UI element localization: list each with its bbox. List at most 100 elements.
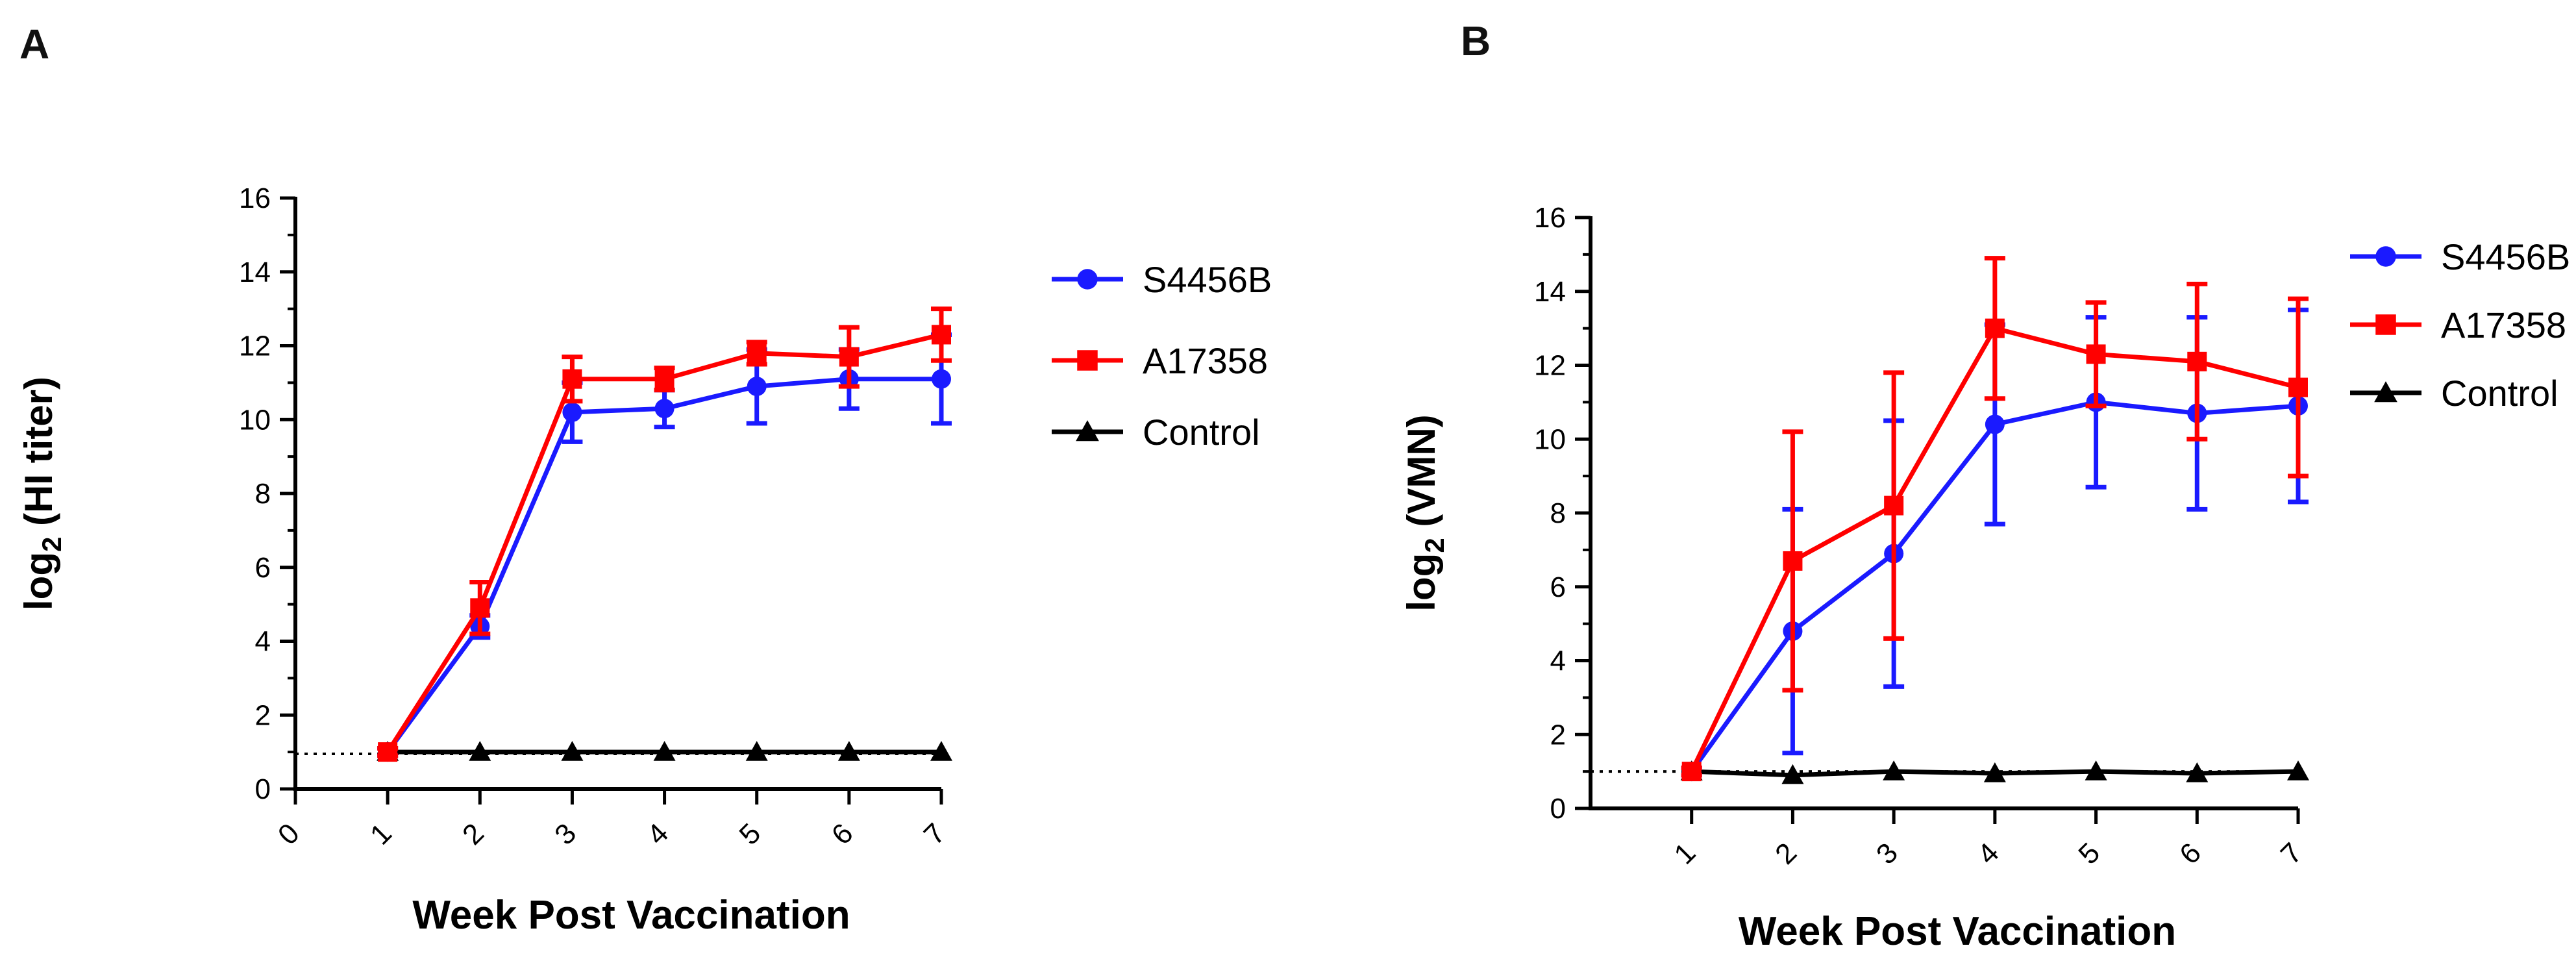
- data-point-square: [1077, 350, 1098, 371]
- y-tick-label: 14: [239, 256, 271, 288]
- y-axis-label-rest: (HI titer): [17, 377, 60, 537]
- data-point-square: [747, 343, 767, 363]
- x-tick-label: 1: [364, 817, 398, 851]
- data-point-square: [1681, 762, 1702, 782]
- y-tick-label: 12: [239, 331, 271, 362]
- x-tick-label: 6: [2174, 837, 2207, 871]
- y-tick-label: 0: [255, 773, 271, 805]
- legend: S4456B A17358 Control: [2350, 236, 2570, 414]
- legend-label: A17358: [2441, 305, 2566, 345]
- data-point-triangle: [930, 741, 952, 761]
- x-tick-label: 7: [918, 817, 952, 851]
- x-tick-label: 6: [826, 817, 860, 851]
- legend-label: Control: [1143, 412, 1260, 453]
- x-tick-label: 1: [1668, 837, 1702, 871]
- series-a17358: [377, 306, 952, 762]
- data-point-square: [932, 325, 951, 345]
- x-tick-label: 2: [456, 817, 490, 851]
- y-axis-label: log2 (HI titer): [17, 377, 67, 610]
- legend-item-control: Control: [2350, 373, 2558, 414]
- data-point-triangle: [745, 741, 768, 761]
- data-point-square: [2375, 314, 2396, 335]
- data-point-square: [562, 369, 582, 389]
- x-axis-label: Week Post Vaccination: [412, 893, 850, 938]
- series-line: [386, 377, 941, 754]
- x-tick-label: 3: [549, 817, 582, 851]
- y-tick-label: 10: [1534, 423, 1566, 455]
- data-point-circle: [654, 399, 675, 419]
- data-point-triangle: [469, 741, 491, 761]
- y-axis-label-subscript: 2: [36, 537, 67, 552]
- y-tick-label: 16: [1534, 202, 1566, 234]
- data-point-triangle: [1076, 420, 1099, 442]
- y-axis-label-subscript: 2: [1419, 538, 1450, 553]
- y-tick-label: 0: [1550, 793, 1566, 825]
- x-tick-label: 0: [272, 817, 306, 851]
- data-point-square: [1783, 551, 1803, 571]
- data-point-triangle: [561, 741, 584, 761]
- y-tick-label: 8: [255, 478, 271, 510]
- legend-label: S4456B: [2441, 236, 2570, 277]
- panel-letter: B: [1461, 18, 1491, 64]
- data-point-triangle: [2287, 760, 2309, 780]
- y-axis-label: log2 (VMN): [1400, 414, 1450, 611]
- x-tick-label: 5: [2072, 837, 2106, 871]
- series-s4456b: [377, 332, 952, 762]
- y-tick-label: 14: [1534, 276, 1566, 308]
- data-point-triangle: [837, 741, 860, 761]
- data-point-circle: [932, 369, 951, 389]
- y-axis-label-rest: (VMN): [1400, 414, 1443, 538]
- data-point-circle: [2375, 246, 2396, 267]
- series-control: [377, 741, 952, 761]
- legend-label: S4456B: [1143, 259, 1272, 300]
- data-point-square: [2288, 377, 2308, 397]
- y-tick-label: 16: [239, 182, 271, 214]
- data-point-triangle: [2085, 760, 2107, 780]
- data-point-square: [2086, 344, 2106, 364]
- series-a17358: [1681, 256, 2309, 782]
- x-tick-label: 4: [1972, 837, 2005, 871]
- y-tick-label: 4: [1550, 645, 1566, 677]
- data-point-square: [839, 347, 859, 367]
- data-point-circle: [562, 402, 582, 422]
- legend-item-s4456b: S4456B: [2350, 236, 2570, 277]
- data-point-square: [470, 598, 490, 618]
- data-point-circle: [1077, 269, 1098, 290]
- data-point-triangle: [2374, 381, 2397, 403]
- data-point-circle: [747, 377, 767, 397]
- legend: S4456B A17358 Control: [1052, 259, 1272, 453]
- legend-item-a17358: A17358: [2350, 305, 2566, 345]
- x-tick-label: 4: [641, 817, 675, 851]
- x-tick-label: 3: [1870, 837, 1904, 871]
- x-tick-label: 5: [733, 817, 767, 851]
- data-point-square: [654, 369, 675, 389]
- series-control: [1680, 760, 2309, 784]
- data-point-triangle: [1983, 762, 2006, 782]
- y-tick-label: 6: [1550, 571, 1566, 603]
- data-point-square: [1985, 318, 2005, 338]
- legend-item-a17358: A17358: [1052, 340, 1268, 381]
- y-tick-label: 10: [239, 404, 271, 436]
- x-tick-label: 2: [1769, 837, 1803, 871]
- data-point-triangle: [1883, 760, 1905, 780]
- panel-letter: A: [19, 21, 49, 68]
- data-point-square: [2187, 351, 2207, 371]
- legend-item-s4456b: S4456B: [1052, 259, 1272, 300]
- data-point-triangle: [653, 741, 676, 761]
- data-point-square: [378, 742, 398, 762]
- legend-label: Control: [2441, 373, 2558, 414]
- legend-item-control: Control: [1052, 412, 1260, 453]
- legend-label: A17358: [1143, 340, 1268, 381]
- data-point-triangle: [1781, 764, 1804, 784]
- x-tick-label: 7: [2275, 837, 2309, 871]
- y-tick-label: 2: [255, 699, 271, 731]
- y-tick-label: 4: [255, 626, 271, 658]
- y-tick-label: 8: [1550, 497, 1566, 529]
- y-tick-label: 12: [1534, 350, 1566, 382]
- data-point-square: [1884, 495, 1904, 516]
- y-axis-label-main: log: [17, 552, 60, 610]
- y-tick-label: 2: [1550, 719, 1566, 751]
